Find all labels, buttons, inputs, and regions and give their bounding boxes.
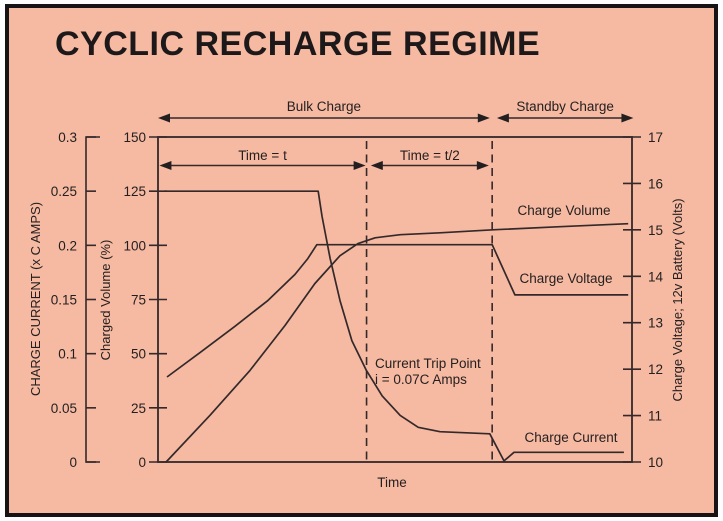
- standby-charge-arrow-right-arrowhead-icon: [621, 113, 634, 123]
- time-t2-arrow-left-arrowhead-icon: [370, 161, 383, 170]
- voltage-tick-label: 17: [648, 130, 663, 145]
- time-t2-arrow-right-arrowhead-icon: [476, 161, 489, 170]
- time-t-arrow-left-arrowhead-icon: [159, 161, 172, 170]
- voltage-tick-label: 16: [648, 176, 663, 191]
- volume-tick-label: 25: [131, 401, 146, 416]
- current-tick-label: 0.3: [58, 130, 77, 145]
- voltage-tick-label: 13: [648, 316, 663, 331]
- standby-charge-label: Standby Charge: [516, 99, 614, 114]
- series-volume-curve: [165, 222, 629, 463]
- voltage-tick-label: 11: [648, 409, 662, 424]
- current-trip-point-label-line2: i = 0.07C Amps: [375, 372, 467, 387]
- current-trip-point-label-line1: Current Trip Point: [375, 356, 481, 371]
- volume-axis-label: Charged Volume (%): [98, 240, 113, 361]
- volume-tick-label: 50: [131, 347, 146, 362]
- time-t-label: Time = t: [238, 148, 287, 163]
- standby-charge-arrow-left-arrowhead-icon: [496, 113, 509, 123]
- volume-tick-label: 100: [123, 238, 146, 253]
- time-t-arrow-right-arrowhead-icon: [353, 161, 366, 170]
- series-voltage-curve: [166, 243, 629, 378]
- current-tick-label: 0.1: [58, 347, 77, 362]
- series-current-curve: [164, 190, 624, 462]
- current-axis-label: CHARGE CURRENT (x C AMPS): [28, 202, 43, 396]
- voltage-tick-label: 15: [648, 223, 663, 238]
- volume-tick-label: 0: [138, 455, 146, 470]
- voltage-tick-label: 14: [648, 269, 664, 284]
- voltage-tick-label: 12: [648, 362, 663, 377]
- volume-tick-label: 75: [131, 293, 146, 308]
- plot-frame: [157, 136, 633, 463]
- charge-voltage-curve-label: Charge Voltage: [519, 271, 612, 286]
- time-t2-label: Time = t/2: [400, 148, 460, 163]
- bulk-charge-label: Bulk Charge: [287, 99, 361, 114]
- chart-title: CYCLIC RECHARGE REGIME: [55, 25, 541, 63]
- current-tick-label: 0.15: [51, 293, 77, 308]
- time-axis-label: Time: [377, 475, 407, 490]
- volume-tick-label: 150: [123, 130, 146, 145]
- current-tick-label: 0.05: [51, 401, 77, 416]
- voltage-tick-label: 10: [648, 455, 663, 470]
- current-tick-label: 0: [69, 455, 77, 470]
- bulk-charge-arrow-right-arrowhead-icon: [477, 113, 490, 123]
- chart-frame-border: [5, 4, 718, 517]
- current-tick-label: 0.2: [58, 238, 77, 253]
- current-tick-label: 0.25: [51, 184, 77, 199]
- charge-current-curve-label: Charge Current: [524, 430, 617, 445]
- charge-volume-curve-label: Charge Volume: [517, 203, 610, 218]
- volume-tick-label: 125: [123, 184, 146, 199]
- voltage-axis-label: Charge Voltage; 12v Battery (Volts): [670, 198, 685, 401]
- bulk-charge-arrow-left-arrowhead-icon: [158, 113, 170, 123]
